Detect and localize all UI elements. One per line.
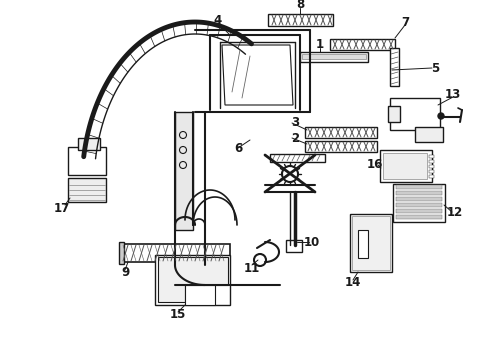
Text: 3: 3 bbox=[291, 117, 299, 130]
Bar bbox=[396, 209, 442, 213]
Bar bbox=[415, 127, 443, 142]
Text: 17: 17 bbox=[54, 202, 70, 215]
Circle shape bbox=[438, 113, 444, 119]
Bar bbox=[305, 141, 377, 152]
Bar bbox=[352, 216, 390, 270]
Bar bbox=[270, 154, 325, 162]
Text: 14: 14 bbox=[345, 275, 361, 288]
Bar bbox=[358, 230, 368, 258]
Bar bbox=[300, 52, 368, 62]
Bar bbox=[388, 106, 400, 122]
Bar bbox=[429, 160, 434, 163]
Text: 7: 7 bbox=[401, 15, 409, 28]
Text: 9: 9 bbox=[121, 266, 129, 279]
Bar bbox=[396, 215, 442, 219]
Bar bbox=[390, 48, 399, 86]
Text: 5: 5 bbox=[431, 62, 439, 75]
Bar bbox=[185, 285, 215, 305]
Bar bbox=[155, 255, 230, 305]
Bar bbox=[429, 155, 434, 158]
Bar bbox=[380, 150, 432, 182]
Bar bbox=[429, 175, 434, 178]
Bar bbox=[268, 14, 333, 26]
Bar bbox=[396, 197, 442, 201]
Text: 11: 11 bbox=[244, 261, 260, 274]
Bar bbox=[330, 39, 395, 50]
Bar bbox=[429, 170, 434, 173]
Bar bbox=[68, 178, 106, 202]
Bar bbox=[429, 165, 434, 168]
Bar bbox=[393, 184, 445, 222]
Polygon shape bbox=[158, 257, 228, 302]
Text: 1: 1 bbox=[316, 39, 324, 51]
Bar bbox=[68, 147, 106, 175]
Polygon shape bbox=[175, 112, 193, 230]
Text: 2: 2 bbox=[291, 131, 299, 144]
Bar bbox=[396, 203, 442, 207]
Bar bbox=[302, 54, 366, 59]
Bar bbox=[120, 244, 230, 262]
Bar bbox=[350, 214, 392, 272]
Text: 16: 16 bbox=[367, 158, 383, 171]
Bar bbox=[286, 240, 302, 252]
Bar bbox=[305, 127, 377, 138]
Text: 8: 8 bbox=[296, 0, 304, 12]
Bar bbox=[119, 242, 124, 264]
Text: 15: 15 bbox=[170, 309, 186, 321]
Bar bbox=[78, 138, 100, 150]
Text: 13: 13 bbox=[445, 89, 461, 102]
Text: 10: 10 bbox=[304, 235, 320, 248]
Bar bbox=[396, 191, 442, 195]
Text: 12: 12 bbox=[447, 206, 463, 219]
Bar bbox=[390, 98, 440, 130]
Text: 4: 4 bbox=[214, 13, 222, 27]
Bar bbox=[383, 153, 427, 179]
Bar bbox=[396, 185, 442, 189]
Text: 6: 6 bbox=[234, 141, 242, 154]
